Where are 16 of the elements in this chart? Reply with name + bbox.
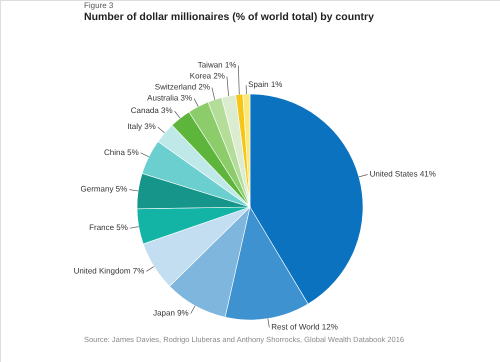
- slice-label: Australia 3%: [147, 94, 192, 103]
- slice-label: Germany 5%: [80, 184, 128, 194]
- slice-label: China 5%: [104, 148, 139, 157]
- slice-label: United Kingdom 7%: [74, 266, 144, 276]
- slice-label: Taiwan 1%: [198, 60, 236, 70]
- slice-label: France 5%: [89, 223, 128, 232]
- slice-label: Spain 1%: [248, 80, 282, 90]
- slice-label: United States 41%: [370, 169, 436, 178]
- slice-label: Switzerland 2%: [154, 82, 210, 92]
- slice-label: Canada 3%: [130, 106, 173, 116]
- chart-subtitle: Figure 3: [84, 1, 114, 10]
- slice-label: Rest of World 12%: [271, 322, 338, 332]
- chart-title: Number of dollar millionaires (% of world total) by country: [84, 11, 374, 23]
- slice-label: Korea 2%: [190, 72, 225, 81]
- slice-label: Japan 9%: [153, 308, 189, 318]
- slice-label: Italy 3%: [127, 122, 156, 132]
